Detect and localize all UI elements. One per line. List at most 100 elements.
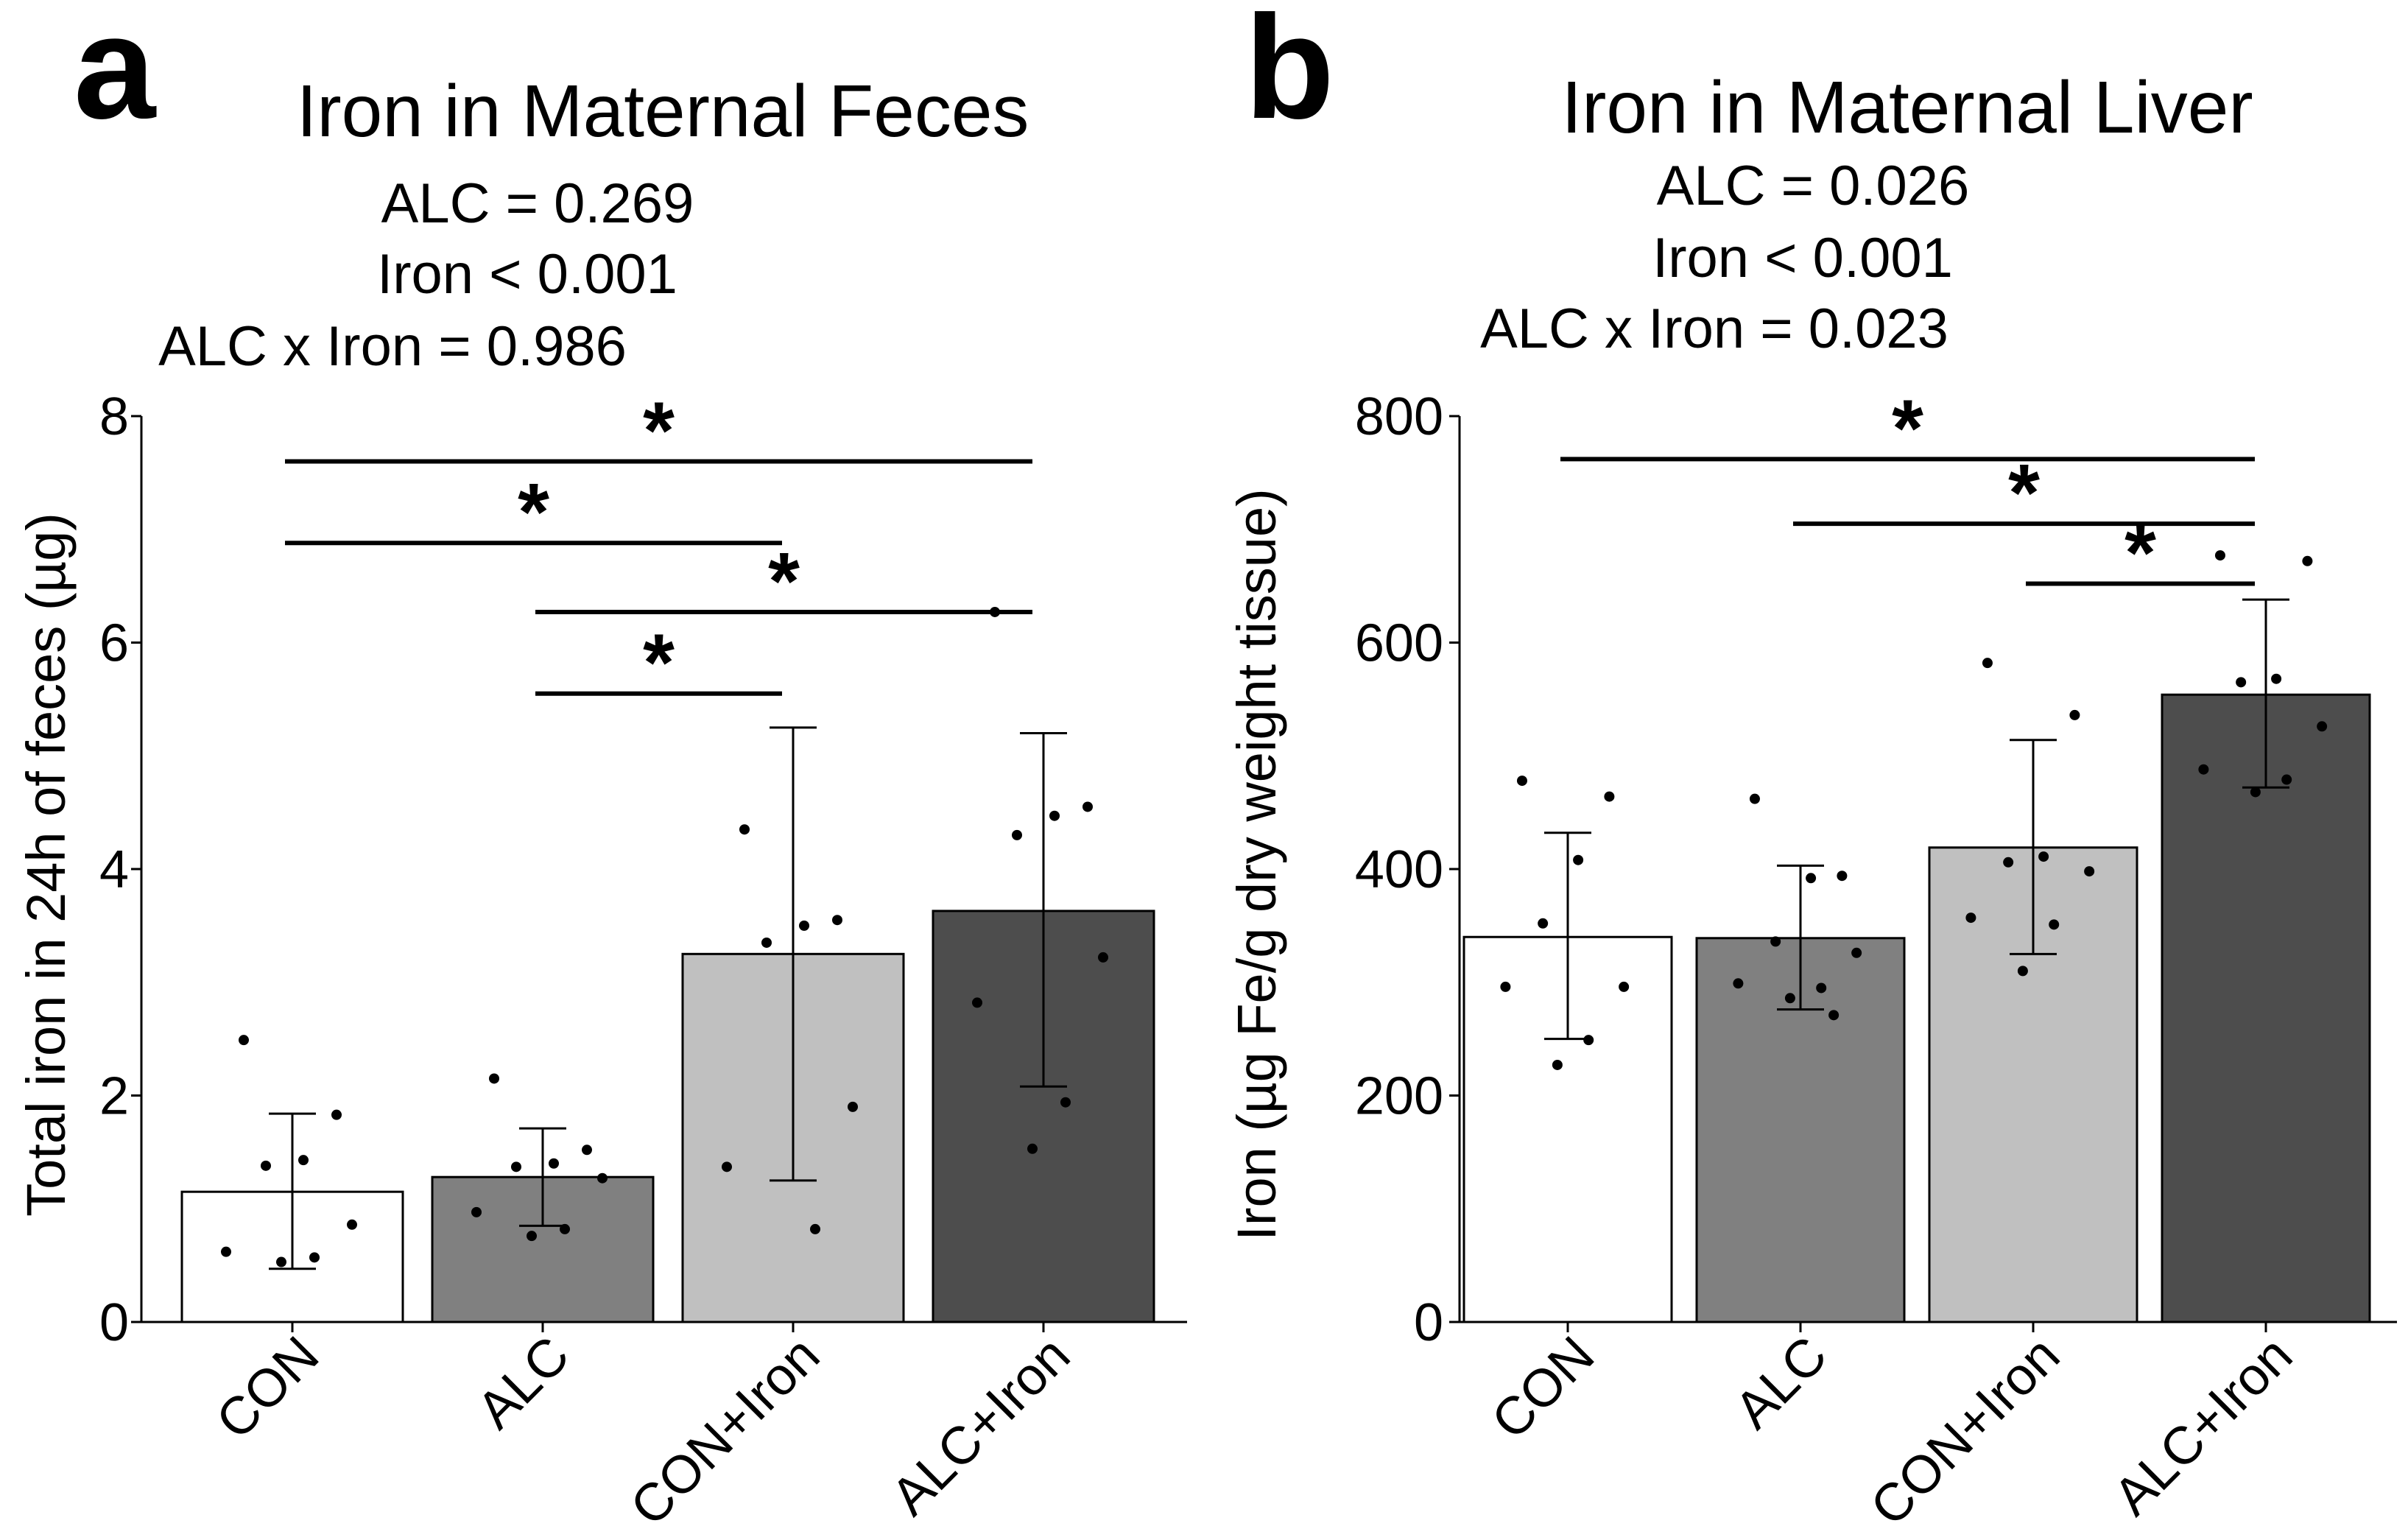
panel-b-data-point	[1982, 658, 1993, 669]
panel-a-data-point	[597, 1172, 608, 1184]
panel-b-data-point	[1552, 1059, 1563, 1070]
panel-b-data-point	[2317, 721, 2328, 732]
panel-b-data-point	[1806, 873, 1817, 884]
panel-b-data-point	[2069, 709, 2080, 720]
panel-b-data-point	[1749, 793, 1760, 804]
panel-b-data-point	[2250, 787, 2261, 798]
panel-b-data-point	[2003, 857, 2014, 868]
panel-a-data-point	[739, 824, 750, 835]
panel-b-data-point	[1619, 981, 1630, 992]
panel-a-data-point	[1012, 829, 1022, 840]
panel-a-data-point	[722, 1161, 732, 1172]
panel-a-data-point	[832, 915, 842, 926]
panel-b-data-point	[1837, 871, 1848, 882]
panel-b-data-point	[1828, 1010, 1840, 1021]
panel-a-y-tick-label: 8	[99, 387, 129, 446]
panel-a-data-point	[1098, 952, 1108, 963]
panel-b-significance-label: *	[2008, 448, 2040, 538]
panel-b-data-point	[1733, 978, 1744, 989]
panel-b-data-point	[2271, 673, 2282, 684]
panel-a-data-point	[276, 1256, 286, 1267]
panel-b-y-tick-label: 0	[1414, 1293, 1443, 1352]
panel-a-significance-label: *	[518, 467, 549, 558]
panel-a-significance-label: *	[643, 386, 675, 477]
panel-b-stat-alc: ALC = 0.026	[1657, 155, 1970, 217]
panel-b-title: Iron in Maternal Liver	[1561, 66, 2253, 149]
panel-b-y-axis-label: Iron (µg Fe/g dry weight tissue)	[1226, 488, 1287, 1240]
panel-b-letter: b	[1245, 0, 1334, 150]
panel-b-stat-iron: Iron < 0.001	[1652, 227, 1953, 289]
panel-b-y-tick-label: 200	[1355, 1067, 1443, 1126]
panel-a-y-tick-label: 4	[99, 840, 129, 899]
panel-a-title: Iron in Maternal Feces	[297, 70, 1029, 152]
panel-a-data-point	[560, 1223, 570, 1234]
panel-a-data-point	[347, 1219, 357, 1230]
panel-a-stat-iron: Iron < 0.001	[377, 243, 677, 306]
panel-a-data-point	[848, 1101, 858, 1112]
panel-a-y-axis-label: Total iron in 24h of feces (µg)	[15, 513, 77, 1217]
panel-a-x-tick-label: ALC	[466, 1326, 581, 1441]
panel-b-data-point	[2214, 550, 2225, 561]
panel-b-data-point	[1538, 918, 1549, 929]
panel-b-x-tick-label: CON	[1481, 1326, 1606, 1451]
panel-a-data-point	[489, 1073, 499, 1084]
panel-b-x-tick-label: CON+Iron	[1859, 1326, 2071, 1526]
panel-b-data-point	[2084, 866, 2095, 877]
panel-a-data-point	[1082, 801, 1093, 812]
panel-a-x-tick-label: CON	[205, 1326, 331, 1451]
panel-a-data-point	[239, 1035, 249, 1046]
panel-b-data-point	[2017, 966, 2028, 977]
panel-a-data-point	[1049, 810, 1060, 821]
panel-a-stat-alc: ALC = 0.269	[381, 172, 694, 235]
panel-b-significance-label: *	[2124, 508, 2156, 599]
panel-b-stat-interaction: ALC x Iron = 0.023	[1480, 298, 1948, 360]
panel-b-data-point	[1770, 936, 1781, 947]
panel-a-data-point	[511, 1161, 521, 1172]
panel-b-y-tick-label: 600	[1355, 614, 1443, 673]
panel-a-data-point	[799, 920, 809, 931]
panel-a-data-point	[972, 997, 982, 1008]
panel-a-data-point	[331, 1109, 342, 1120]
panel-b: b Iron in Maternal Liver ALC = 0.026 Iro…	[1226, 0, 2397, 1526]
panel-b-data-point	[2198, 764, 2209, 775]
panel-a-data-point	[298, 1155, 309, 1166]
panel-b-bar-alc-iron	[2161, 693, 2371, 1323]
panel-a-data-point	[261, 1160, 271, 1171]
panel-a-data-point	[471, 1206, 482, 1217]
panel-a-stat-interaction: ALC x Iron = 0.986	[158, 315, 627, 378]
panel-a-significance-label: *	[643, 618, 675, 708]
panel-a-data-point	[582, 1144, 592, 1156]
panel-a-data-point	[527, 1231, 537, 1242]
panel-a-x-tick-label: CON+Iron	[619, 1326, 831, 1526]
panel-b-data-point	[1516, 776, 1527, 787]
panel-b-data-point	[1573, 854, 1584, 865]
panel-a-data-point	[761, 937, 772, 948]
panel-b-data-point	[1816, 982, 1827, 994]
panel-a-significance-label: *	[768, 536, 800, 627]
panel-a-data-point	[549, 1158, 559, 1169]
panel-b-data-point	[2049, 919, 2060, 930]
panel-b-y-tick-label: 400	[1355, 840, 1443, 899]
panel-b-x-tick-label: ALC+Iron	[2102, 1326, 2303, 1526]
panel-b-x-tick-label: ALC	[1724, 1326, 1839, 1441]
panel-a-data-point	[1060, 1097, 1071, 1108]
panel-b-data-point	[1965, 913, 1976, 924]
panel-a-data-point	[1027, 1143, 1038, 1154]
panel-b-y-tick-label: 800	[1355, 387, 1443, 446]
panel-a-y-tick-label: 0	[99, 1293, 129, 1352]
panel-b-significance-label: *	[1892, 383, 1923, 474]
panel-a-letter: a	[74, 0, 157, 150]
panel-b-data-point	[1500, 981, 1511, 992]
panel-a-data-point	[810, 1223, 820, 1234]
panel-b-data-point	[2236, 677, 2247, 688]
panel-b-data-point	[2302, 555, 2313, 566]
panel-b-data-point	[1851, 947, 1862, 958]
panel-a-x-tick-label: ALC+Iron	[880, 1326, 1081, 1526]
panel-b-data-point	[1583, 1035, 1594, 1046]
panel-a-y-tick-label: 6	[99, 614, 129, 673]
panel-a-y-tick-label: 2	[99, 1067, 129, 1126]
panel-b-data-point	[1604, 791, 1615, 802]
panel-a-data-point	[221, 1246, 231, 1257]
panel-b-data-point	[2038, 851, 2049, 862]
